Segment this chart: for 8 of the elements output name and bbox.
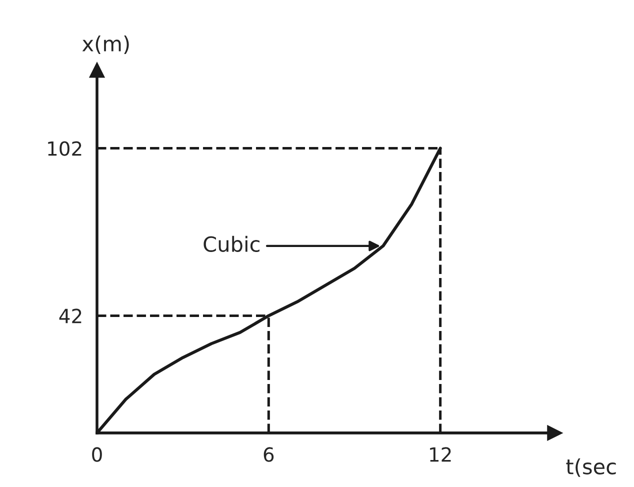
- x-axis-title: t(sec: [566, 458, 616, 477]
- y-tick-label: 42: [59, 308, 82, 324]
- y-tick-label: 102: [48, 141, 82, 156]
- y-axis-title: x(m): [82, 35, 129, 54]
- x-tick-label: 6: [264, 447, 274, 462]
- annotation: Cubic: [204, 236, 260, 252]
- x-tick-label: 0: [92, 447, 102, 462]
- x-tick-label: 12: [430, 447, 451, 462]
